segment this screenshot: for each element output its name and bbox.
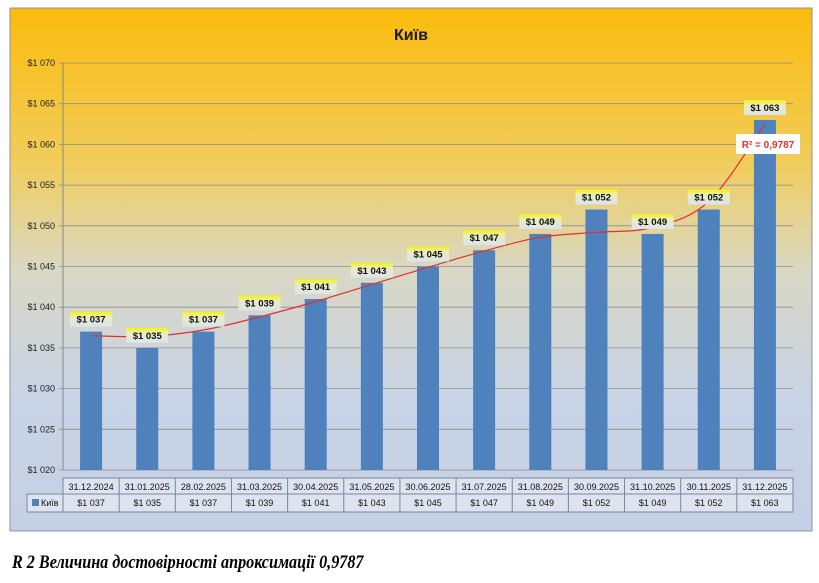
table-value: $1 043 <box>358 498 386 508</box>
bar <box>697 209 720 470</box>
table-value: $1 041 <box>302 498 330 508</box>
chart-area <box>9 7 813 532</box>
data-label-bg <box>407 246 449 262</box>
table-value: $1 035 <box>133 498 161 508</box>
data-label: $1 043 <box>357 266 386 277</box>
x-tick-label: 31.07.2025 <box>462 482 507 492</box>
data-label: $1 041 <box>301 282 331 293</box>
data-label-bg <box>182 311 225 327</box>
y-tick-label: $1 070 <box>27 58 55 68</box>
table-value: $1 049 <box>639 498 667 508</box>
y-tick-label: $1 030 <box>27 384 55 394</box>
legend-swatch <box>32 499 39 506</box>
table-value: $1 052 <box>583 498 611 508</box>
data-label: $1 045 <box>413 250 443 261</box>
x-tick-label: 28.02.2025 <box>181 482 226 492</box>
data-label-bg <box>519 213 562 229</box>
y-tick-label: $1 050 <box>27 221 55 231</box>
data-label-bg <box>70 311 113 327</box>
y-tick-label: $1 065 <box>27 99 55 109</box>
data-label-bg <box>575 189 618 205</box>
r2-label: R² = 0,9787 <box>736 134 800 154</box>
x-tick-label: 30.06.2025 <box>405 482 450 492</box>
data-label-bg <box>631 213 674 229</box>
y-tick-label: $1 035 <box>27 343 55 353</box>
bar <box>80 331 103 470</box>
bar <box>473 250 496 470</box>
data-label-bg <box>743 99 786 115</box>
data-label-bg <box>126 327 169 343</box>
bar <box>753 119 776 470</box>
x-tick-label: 30.11.2025 <box>687 482 731 492</box>
data-label-bg <box>238 295 281 311</box>
bar <box>136 347 159 470</box>
x-tick-label: 31.08.2025 <box>518 482 563 492</box>
table-value: $1 049 <box>527 498 555 508</box>
data-label: $1 052 <box>582 193 611 204</box>
y-tick-label: $1 055 <box>27 180 55 190</box>
bar-chart: Київ $1 020 $1 025 $1 030 $1 035 $1 040 $1 04… <box>9 7 813 532</box>
data-label-bg <box>687 189 730 205</box>
x-tick-label: 31.12.2025 <box>742 482 787 492</box>
data-label: $1 047 <box>470 233 499 244</box>
caption: R 2 Величина достовірності апроксимації … <box>12 552 364 573</box>
bar <box>192 331 215 470</box>
table-value-row <box>26 493 794 513</box>
svg-text:R² = 0,9787: R² = 0,9787 <box>742 140 795 151</box>
bar <box>360 282 383 470</box>
data-label: $1 049 <box>526 217 555 228</box>
x-tick-label: 30.04.2025 <box>293 482 338 492</box>
bar <box>641 233 664 470</box>
bar <box>304 299 327 470</box>
y-tick-label: $1 025 <box>27 424 55 434</box>
table-value: $1 037 <box>190 498 218 508</box>
data-label: $1 052 <box>694 193 723 204</box>
data-label: $1 035 <box>133 331 163 342</box>
bar <box>417 266 439 470</box>
data-label-bg <box>294 279 337 295</box>
data-label: $1 037 <box>77 315 106 326</box>
y-tick-label: $1 045 <box>27 262 55 272</box>
x-tick-label: 31.05.2025 <box>349 482 394 492</box>
bar <box>248 315 271 470</box>
data-label: $1 049 <box>638 217 667 228</box>
y-tick-label: $1 040 <box>27 302 55 312</box>
data-label: $1 037 <box>189 315 218 326</box>
data-label-bg <box>350 262 393 278</box>
x-tick-label: 31.03.2025 <box>237 482 282 492</box>
table-value: $1 063 <box>751 498 779 508</box>
data-label: $1 039 <box>245 298 274 309</box>
bar <box>529 233 552 470</box>
x-tick-label: 31.10.2025 <box>630 482 675 492</box>
table-value: $1 039 <box>246 498 274 508</box>
x-tick-label: 31.01.2025 <box>125 482 170 492</box>
table-value: $1 045 <box>414 498 442 508</box>
chart-title: Київ <box>394 27 428 44</box>
y-tick-label: $1 060 <box>27 139 55 149</box>
bar <box>585 209 608 470</box>
x-tick-label: 30.09.2025 <box>574 482 619 492</box>
data-label-bg <box>463 230 506 246</box>
table-value: $1 047 <box>470 498 498 508</box>
x-tick-label: 31.12.2024 <box>69 482 114 492</box>
y-tick-label: $1 020 <box>27 465 55 475</box>
table-value: $1 037 <box>77 498 105 508</box>
table-value: $1 052 <box>695 498 723 508</box>
legend-label: Київ <box>41 498 59 508</box>
data-label: $1 063 <box>750 103 779 114</box>
